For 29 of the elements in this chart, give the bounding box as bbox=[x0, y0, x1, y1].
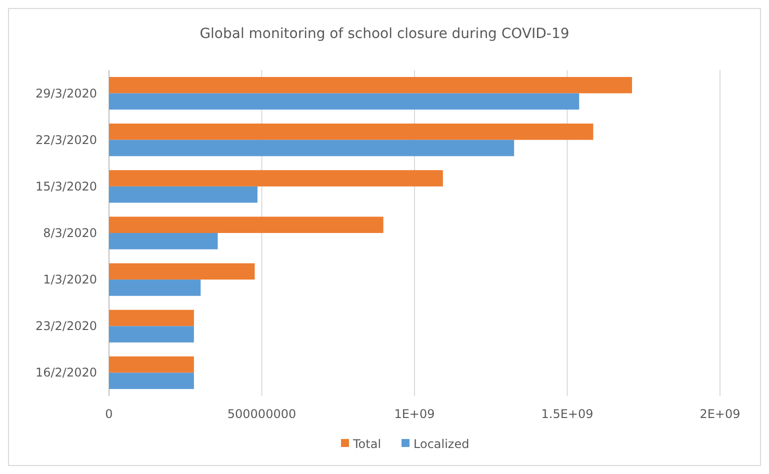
bar bbox=[109, 76, 632, 94]
y-tick-label: 8/3/2020 bbox=[43, 226, 97, 240]
legend-label: Localized bbox=[414, 437, 470, 451]
x-tick-label: 500000000 bbox=[227, 407, 296, 421]
y-tick-label: 1/3/2020 bbox=[43, 272, 97, 287]
bar bbox=[109, 216, 384, 233]
bar bbox=[109, 93, 580, 110]
bar bbox=[109, 310, 194, 326]
x-tick-label: 1E+09 bbox=[394, 407, 435, 421]
bar bbox=[109, 233, 218, 250]
y-tick-label: 22/3/2020 bbox=[35, 132, 97, 147]
x-tick-label: 1.5E+09 bbox=[541, 407, 594, 421]
x-tick-label: 0 bbox=[105, 407, 113, 421]
bar bbox=[109, 124, 594, 140]
bar bbox=[109, 140, 514, 156]
y-tick-label: 15/3/2020 bbox=[35, 179, 97, 194]
x-tick-label: 2E+09 bbox=[700, 407, 740, 421]
y-tick-label: 29/3/2020 bbox=[35, 86, 97, 100]
bar bbox=[109, 326, 194, 342]
bar bbox=[109, 280, 201, 296]
y-tick-label: 23/2/2020 bbox=[35, 319, 97, 334]
bar bbox=[109, 170, 443, 186]
bar bbox=[109, 186, 258, 203]
legend-label: Total bbox=[352, 437, 382, 451]
bar bbox=[109, 372, 194, 390]
bar bbox=[109, 356, 194, 373]
y-tick-label: 16/2/2020 bbox=[35, 366, 97, 380]
bar bbox=[109, 263, 255, 280]
chart-title: Global monitoring of school closure during COVID-19 bbox=[200, 26, 570, 42]
